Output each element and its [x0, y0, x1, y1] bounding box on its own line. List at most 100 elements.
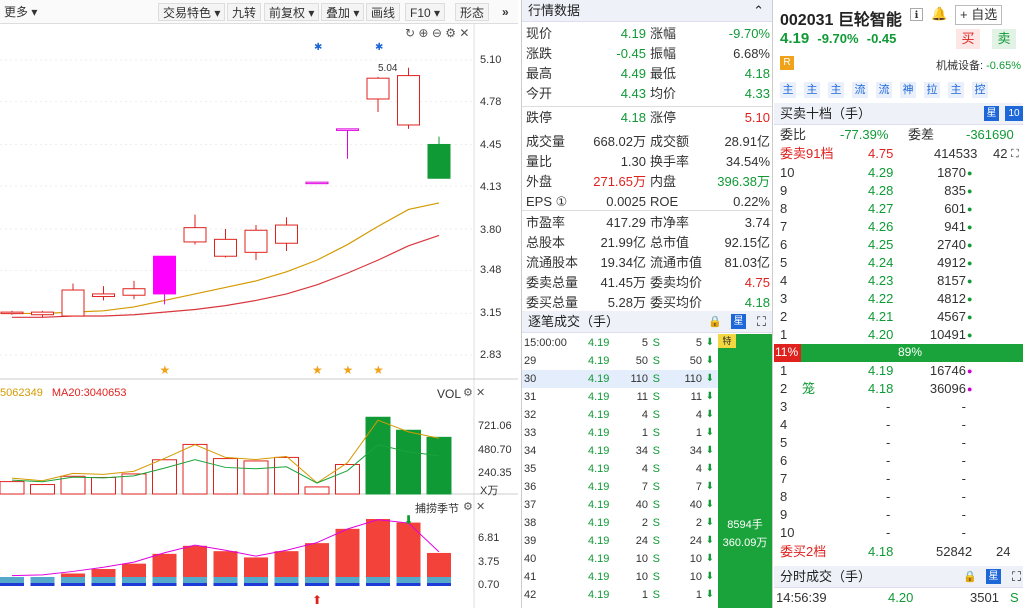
- quote-label: 内盘: [650, 174, 677, 189]
- kline-chart[interactable]: ✱ ✱ ★ ★ ★ ★ ⬆ ⬇: [0, 24, 518, 608]
- sell-button[interactable]: 卖: [992, 29, 1016, 49]
- sell-level-row[interactable]: 9 4.28 835 ●: [774, 182, 1023, 200]
- star-icon[interactable]: 星: [731, 314, 746, 329]
- sell-level-row[interactable]: 8 4.27 601 ●: [774, 200, 1023, 218]
- buy-level-row[interactable]: 3 - -: [774, 398, 1023, 416]
- collapse-icon[interactable]: »: [502, 5, 509, 19]
- tick-row[interactable]: 31 4.19 11 S 11 ⬇: [522, 388, 718, 406]
- tick-row[interactable]: 41 4.19 10 S 10 ⬇: [522, 568, 718, 586]
- kline-chart-area[interactable]: ✱ ✱ ★ ★ ★ ★ ⬆ ⬇ 5.10 4.78 4.45 4.13 3.80 3.48 3…: [0, 24, 518, 608]
- stock-tag[interactable]: 主: [828, 82, 844, 98]
- tick-row[interactable]: 32 4.19 4 S 4 ⬇: [522, 406, 718, 424]
- quote-label: 最高: [526, 66, 553, 81]
- stock-tag[interactable]: 主: [948, 82, 964, 98]
- tick-row[interactable]: 34 4.19 34 S 34 ⬇: [522, 442, 718, 460]
- nine-turn-button[interactable]: 九转: [227, 3, 262, 21]
- vol-label: VOL: [437, 387, 462, 401]
- tick-acc: 1: [695, 427, 702, 439]
- level-vol: 941: [944, 219, 966, 234]
- sell-level-row[interactable]: 3 4.22 4812 ●: [774, 290, 1023, 308]
- buy-level-row[interactable]: 6 - -: [774, 452, 1023, 470]
- tick-row[interactable]: 38 4.19 2 S 2 ⬇: [522, 514, 718, 532]
- quote-row: 成交量 668.02万 成交额 28.91亿: [522, 132, 774, 152]
- buy-button[interactable]: 买: [956, 29, 980, 49]
- sell-level-row[interactable]: 6 4.25 2740 ●: [774, 236, 1023, 254]
- zoom-in-icon[interactable]: ⊕: [418, 26, 429, 40]
- tick-row[interactable]: 37 4.19 40 S 40 ⬇: [522, 496, 718, 514]
- buy-level-row[interactable]: 2 笼 4.18 36096 ●: [774, 380, 1023, 398]
- close-icon[interactable]: ✕: [475, 387, 486, 399]
- tick-row[interactable]: 40 4.19 10 S 10 ⬇: [522, 550, 718, 568]
- adjust-menu[interactable]: 前复权 ▾: [264, 3, 320, 21]
- refresh-icon[interactable]: ↻: [405, 26, 416, 40]
- draw-line-button[interactable]: 画线: [366, 3, 401, 21]
- tick-list[interactable]: 15:00:00 4.19 5 S 5 ⬇ 29 4.19 50 S 50 ⬇ 30…: [522, 334, 718, 608]
- tick-row[interactable]: 30 4.19 110 S 110 ⬇: [522, 370, 718, 388]
- features-menu[interactable]: 交易特色 ▾: [158, 3, 226, 21]
- f10-menu[interactable]: F10 ▾: [405, 3, 446, 21]
- stock-tag[interactable]: 主: [804, 82, 820, 98]
- sell-level-row[interactable]: 1 4.20 10491 ●: [774, 326, 1023, 344]
- expand-icon[interactable]: ⛶: [1011, 569, 1021, 584]
- stock-tag[interactable]: 主: [780, 82, 796, 98]
- quote-label: ROE: [650, 194, 679, 209]
- star-icon[interactable]: 星: [984, 106, 999, 121]
- expand-icon[interactable]: ⛶: [1011, 148, 1019, 160]
- more-menu[interactable]: 更多 ▾: [4, 5, 38, 19]
- quote-value: 4.43: [620, 86, 646, 101]
- zoom-out-icon[interactable]: ⊖: [431, 26, 442, 40]
- indicator-base: [244, 583, 268, 586]
- tick-row[interactable]: 15:00:00 4.19 5 S 5 ⬇: [522, 334, 718, 352]
- lock-icon[interactable]: 🔒: [708, 316, 722, 328]
- stock-tag[interactable]: 神: [900, 82, 916, 98]
- level-vol: 4912: [937, 255, 966, 270]
- tick-row[interactable]: 39 4.19 24 S 24 ⬇: [522, 532, 718, 550]
- stock-tag[interactable]: 控: [972, 82, 988, 98]
- gear-icon[interactable]: ⚙: [463, 501, 473, 513]
- shape-button[interactable]: 形态: [455, 3, 490, 21]
- tick-price: 4.19: [588, 463, 610, 475]
- tick-vol: 2: [641, 517, 648, 529]
- buy-level-row[interactable]: 8 - -: [774, 488, 1023, 506]
- buy-level-row[interactable]: 4 - -: [774, 416, 1023, 434]
- expand-icon[interactable]: ⛶: [756, 314, 766, 329]
- gear-icon[interactable]: ⚙: [463, 387, 473, 399]
- dot-icon: ●: [967, 240, 973, 250]
- lock-icon[interactable]: 🔒: [963, 571, 977, 583]
- tick-vol: 1: [641, 589, 648, 601]
- y-tick: 3.48: [480, 264, 502, 276]
- vol-tick: 721.06: [478, 420, 512, 432]
- stock-tag[interactable]: 拉: [924, 82, 940, 98]
- buy-level-row[interactable]: 7 - -: [774, 470, 1023, 488]
- tick-row[interactable]: 42 4.19 1 S 1 ⬇: [522, 586, 718, 604]
- stock-tag[interactable]: 流: [852, 82, 868, 98]
- buy-level-row[interactable]: 9 - -: [774, 506, 1023, 524]
- close-icon[interactable]: ✕: [459, 26, 470, 40]
- tick-row[interactable]: 33 4.19 1 S 1 ⬇: [522, 424, 718, 442]
- buy-level-row[interactable]: 1 4.19 16746 ●: [774, 362, 1023, 380]
- sell-level-row[interactable]: 4 4.23 8157 ●: [774, 272, 1023, 290]
- tick-row[interactable]: 29 4.19 50 S 50 ⬇: [522, 352, 718, 370]
- tick-row[interactable]: 36 4.19 7 S 7 ⬇: [522, 478, 718, 496]
- star-icon[interactable]: 星: [986, 569, 1001, 584]
- sell-level-row[interactable]: 7 4.26 941 ●: [774, 218, 1023, 236]
- close-icon[interactable]: ✕: [475, 501, 486, 513]
- collapse-up-icon[interactable]: ⌃: [753, 3, 764, 18]
- tick-row[interactable]: 35 4.19 4 S 4 ⬇: [522, 460, 718, 478]
- sell-level-row[interactable]: 10 4.29 1870 ●: [774, 164, 1023, 182]
- gear-icon[interactable]: ⚙: [445, 26, 456, 40]
- levels-toggle[interactable]: 10: [1005, 106, 1023, 121]
- sell-level-row[interactable]: 5 4.24 4912 ●: [774, 254, 1023, 272]
- bell-icon[interactable]: 🔔: [931, 6, 948, 21]
- buy-level-row[interactable]: 10 - -: [774, 524, 1023, 542]
- marker-star-icon: ✱: [375, 42, 383, 53]
- info-icon[interactable]: ℹ: [910, 8, 923, 21]
- tick-vol: 24: [635, 535, 648, 547]
- vol-tick: 480.70: [478, 444, 512, 456]
- sell-level-row[interactable]: 2 4.21 4567 ●: [774, 308, 1023, 326]
- overlay-menu[interactable]: 叠加 ▾: [321, 3, 365, 21]
- buy-level-row[interactable]: 5 - -: [774, 434, 1023, 452]
- add-watchlist-button[interactable]: + 自选: [955, 5, 1003, 25]
- stock-tag[interactable]: 流: [876, 82, 892, 98]
- sector-info[interactable]: 机械设备: -0.65%: [936, 57, 1021, 73]
